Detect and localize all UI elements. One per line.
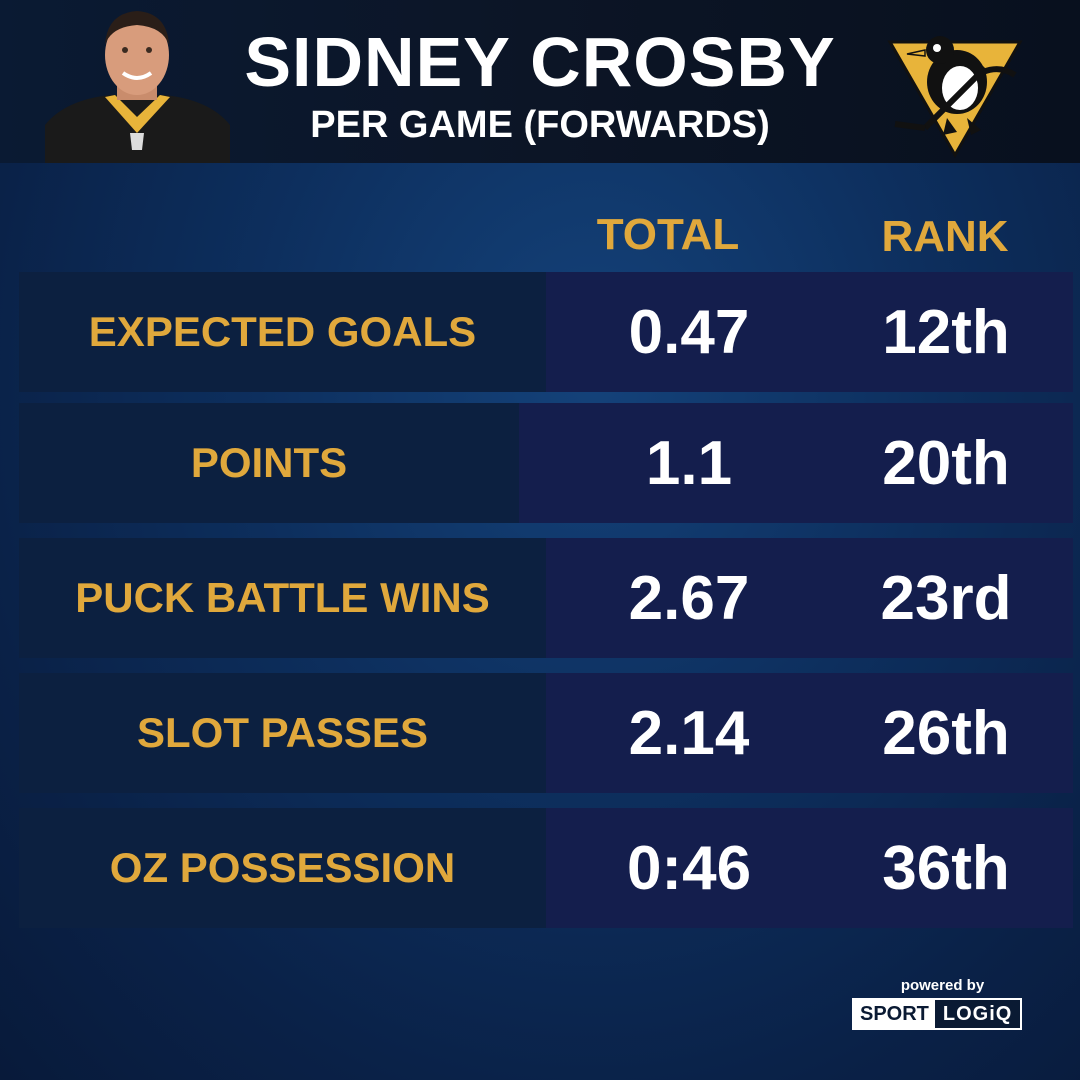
stat-total: 0.47 — [628, 297, 750, 367]
value-cell-bg — [546, 673, 1073, 793]
stat-row-oz-possession: OZ POSSESSION 0:46 36th — [19, 808, 1073, 928]
stat-rank: 12th — [882, 297, 1010, 367]
stat-rank: 36th — [882, 833, 1010, 903]
stat-label: OZ POSSESSION — [19, 808, 546, 928]
column-header-rank: RANK — [881, 212, 1009, 261]
brand-right: LOGiQ — [934, 1000, 1021, 1028]
stat-total: 0:46 — [626, 833, 752, 903]
stat-row-puck-battle-wins: PUCK BATTLE WINS 2.67 23rd — [19, 538, 1073, 658]
value-cell-bg — [546, 538, 1073, 658]
stat-total: 2.14 — [628, 698, 750, 768]
powered-by-text: powered by — [900, 977, 985, 994]
stat-rank: 20th — [882, 428, 1010, 498]
header-band: SIDNEY CROSBY PER GAME (FORWARDS) — [0, 0, 1080, 163]
penguins-logo — [887, 36, 1023, 159]
stat-total: 1.1 — [645, 428, 733, 498]
player-photo — [45, 11, 230, 163]
stat-rank: 26th — [882, 698, 1010, 768]
sportlogiq-logo: SPORT LOGiQ — [852, 998, 1023, 1030]
value-cell-bg — [546, 808, 1073, 928]
value-cell-bg — [546, 272, 1073, 392]
page-subtitle: PER GAME (FORWARDS) — [310, 104, 770, 146]
stat-row-points: POINTS 1.1 20th — [19, 403, 1073, 523]
stat-label: POINTS — [19, 403, 519, 523]
stat-label: SLOT PASSES — [19, 673, 546, 793]
value-cell-bg — [519, 403, 1073, 523]
stat-row-slot-passes: SLOT PASSES 2.14 26th — [19, 673, 1073, 793]
stat-row-expected-goals: EXPECTED GOALS 0.47 12th — [19, 272, 1073, 392]
stat-total: 2.67 — [628, 563, 750, 633]
column-header-total: TOTAL — [596, 210, 740, 259]
brand-left: SPORT — [854, 1000, 935, 1028]
stat-rank: 23rd — [880, 563, 1012, 633]
stat-label: PUCK BATTLE WINS — [19, 538, 546, 658]
stat-label: EXPECTED GOALS — [19, 272, 546, 392]
page-title: SIDNEY CROSBY — [244, 23, 836, 101]
